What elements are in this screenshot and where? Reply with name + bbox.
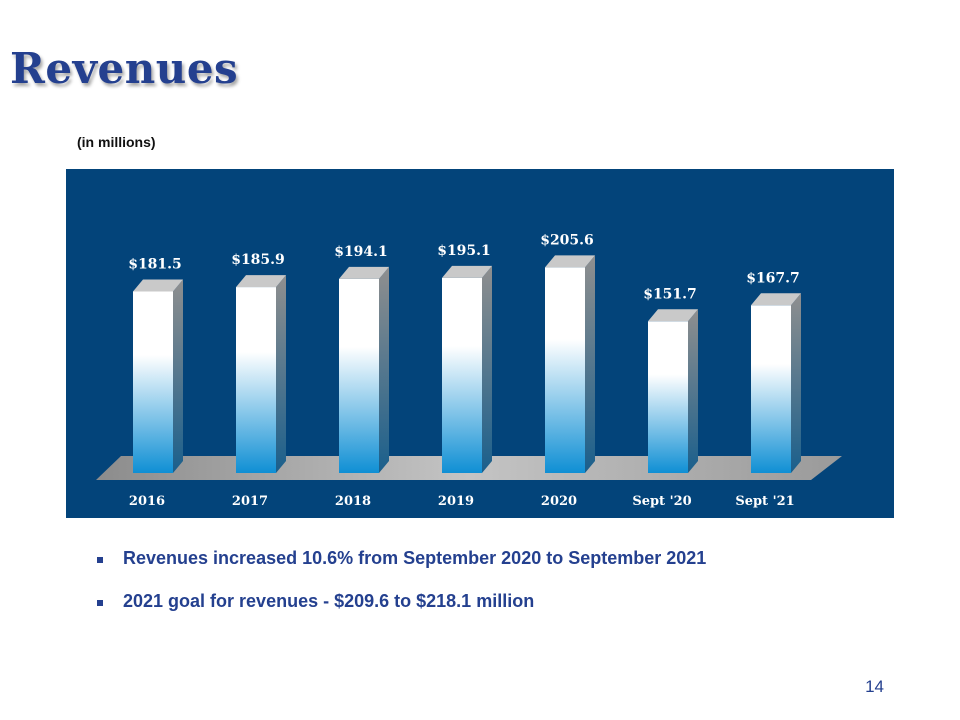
bar-top xyxy=(751,293,801,306)
bar-front xyxy=(133,291,173,473)
bar-value-label: $195.1 xyxy=(437,243,491,259)
units-note: (in millions) xyxy=(77,134,156,150)
bullet-text: 2021 goal for revenues - $209.6 to $218.… xyxy=(123,591,535,611)
bar-value-label: $205.6 xyxy=(540,232,594,248)
bullet-item: Revenues increased 10.6% from September … xyxy=(95,548,706,569)
bullet-square-icon xyxy=(97,557,103,563)
revenue-chart: $181.5 2016 $185.9 2017 $194.1 2018 $195.1 2019… xyxy=(66,169,894,518)
bar-side xyxy=(791,293,801,473)
bar-side xyxy=(173,279,183,473)
bar-front xyxy=(339,278,379,473)
bar-value-label: $185.9 xyxy=(231,252,285,268)
bar-front xyxy=(236,287,276,473)
bar-top xyxy=(442,265,492,278)
bar-top xyxy=(339,266,389,279)
bar xyxy=(751,293,801,473)
bar-side xyxy=(585,255,595,473)
category-label: Sept '21 xyxy=(735,494,794,509)
bar-side xyxy=(276,275,286,473)
bar-side xyxy=(482,265,492,473)
bar xyxy=(133,279,183,473)
bar-top xyxy=(648,309,698,322)
bullet-square-icon xyxy=(97,600,103,606)
bar-group: $181.5 2016 $185.9 2017 $194.1 2018 $195.1 2019… xyxy=(128,232,801,509)
bar xyxy=(236,275,286,473)
bar-top xyxy=(545,255,595,268)
bar-value-label: $151.7 xyxy=(643,286,697,302)
bar-value-label: $167.7 xyxy=(746,270,800,286)
bullet-list: Revenues increased 10.6% from September … xyxy=(95,548,706,634)
bar xyxy=(442,265,492,473)
bar-side xyxy=(379,266,389,473)
category-label: 2017 xyxy=(232,494,268,509)
bar xyxy=(648,309,698,473)
bar-top xyxy=(236,275,286,288)
bullet-item: 2021 goal for revenues - $209.6 to $218.… xyxy=(95,591,706,612)
bar-front xyxy=(442,277,482,473)
revenue-chart-svg: $181.5 2016 $185.9 2017 $194.1 2018 $195.1 2019… xyxy=(96,232,842,509)
bar xyxy=(339,266,389,473)
bar xyxy=(545,255,595,473)
category-label: 2020 xyxy=(541,494,577,509)
bar-front xyxy=(545,267,585,473)
page-title: Revenues xyxy=(10,44,239,93)
bullet-text: Revenues increased 10.6% from September … xyxy=(123,548,707,568)
category-label: 2016 xyxy=(129,494,165,509)
bar-top xyxy=(133,279,183,292)
category-label: 2018 xyxy=(335,494,371,509)
bar-side xyxy=(688,309,698,473)
bar-value-label: $181.5 xyxy=(128,257,182,273)
category-label: 2019 xyxy=(438,494,474,509)
bar-front xyxy=(751,305,791,473)
bar-front xyxy=(648,321,688,473)
bar-value-label: $194.1 xyxy=(334,244,388,260)
category-label: Sept '20 xyxy=(632,494,691,509)
page-number: 14 xyxy=(865,677,884,696)
